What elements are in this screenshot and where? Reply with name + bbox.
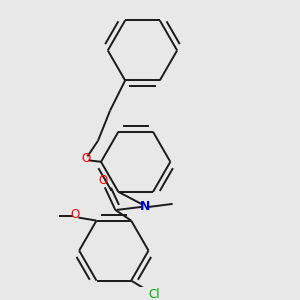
Text: Cl: Cl — [148, 288, 160, 300]
Text: N: N — [140, 200, 151, 213]
Text: O: O — [81, 152, 91, 165]
Text: O: O — [99, 174, 108, 187]
Text: O: O — [70, 208, 80, 221]
